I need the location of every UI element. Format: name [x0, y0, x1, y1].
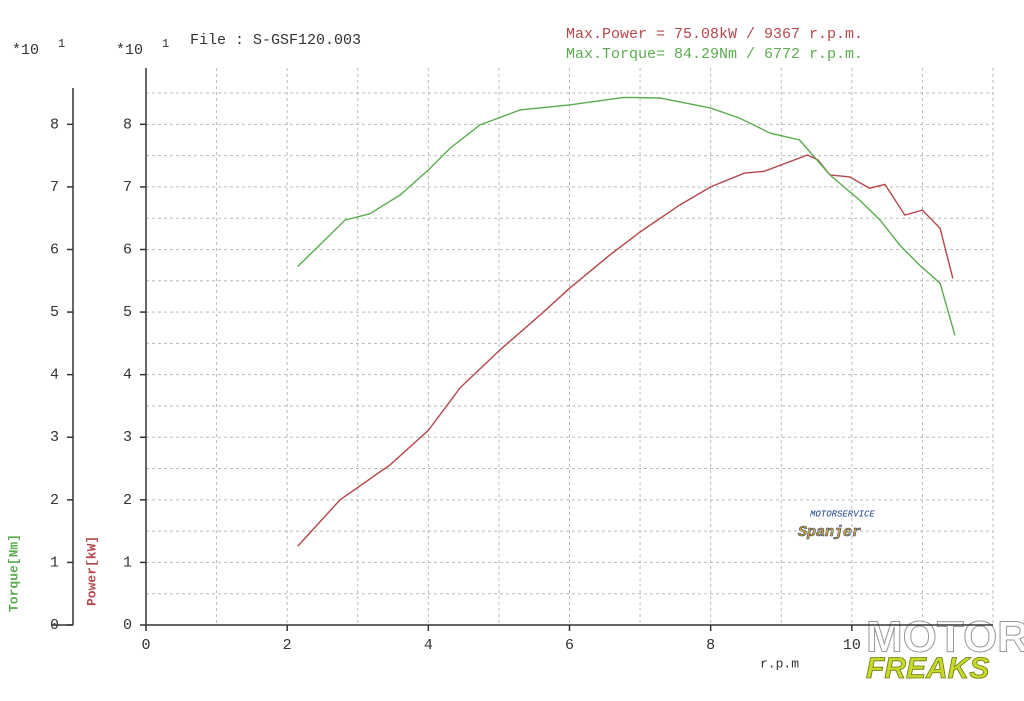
- series-line: [297, 154, 954, 547]
- file-label: File : S-GSF120.003: [190, 32, 361, 49]
- y-scale-exp: 1: [162, 37, 169, 51]
- watermark-top: MOTOR: [866, 613, 1024, 662]
- y-tick-label: 6: [123, 241, 132, 258]
- x-tick-label: 10: [843, 637, 861, 654]
- y2-tick-label: 2: [50, 492, 59, 509]
- series-line: [297, 96, 956, 336]
- y2-tick-label: 6: [50, 241, 59, 258]
- y2-tick-label: 8: [50, 116, 59, 133]
- x-tick-label: 0: [141, 637, 150, 654]
- y-tick-label: 4: [123, 367, 132, 384]
- y-tick-label: 1: [123, 554, 132, 571]
- y-tick-label: 2: [123, 492, 132, 509]
- y2-scale-base: *10: [12, 42, 39, 59]
- y-tick-label: 8: [123, 116, 132, 133]
- y-scale-base: *10: [116, 42, 143, 59]
- x-tick-label: 4: [424, 637, 433, 654]
- max-torque: Max.Torque= 84.29Nm / 6772 r.p.m.: [566, 46, 863, 63]
- y-axis-label: Power[kW]: [84, 536, 99, 606]
- y-tick-label: 7: [123, 179, 132, 196]
- logo-top: MOTORSERVICE: [810, 509, 875, 519]
- y-tick-label: 0: [123, 617, 132, 634]
- x-tick-label: 2: [283, 637, 292, 654]
- max-power: Max.Power = 75.08kW / 9367 r.p.m.: [566, 26, 863, 43]
- y2-tick-label: 4: [50, 367, 59, 384]
- y2-tick-label: 1: [50, 554, 59, 571]
- y2-axis-label: Torque[Nm]: [6, 534, 21, 612]
- x-axis-label: r.p.m: [760, 656, 799, 671]
- x-tick-label: 6: [565, 637, 574, 654]
- y-tick-label: 3: [123, 429, 132, 446]
- y2-tick-label: 3: [50, 429, 59, 446]
- y2-scale-exp: 1: [58, 37, 65, 51]
- y2-tick-label: 0: [50, 617, 59, 634]
- y2-tick-label: 5: [50, 304, 59, 321]
- watermark-bottom: FREAKS: [866, 652, 989, 685]
- y-tick-label: 5: [123, 304, 132, 321]
- logo-bottom: Spanjer: [798, 524, 861, 541]
- y2-tick-label: 7: [50, 179, 59, 196]
- x-tick-label: 8: [706, 637, 715, 654]
